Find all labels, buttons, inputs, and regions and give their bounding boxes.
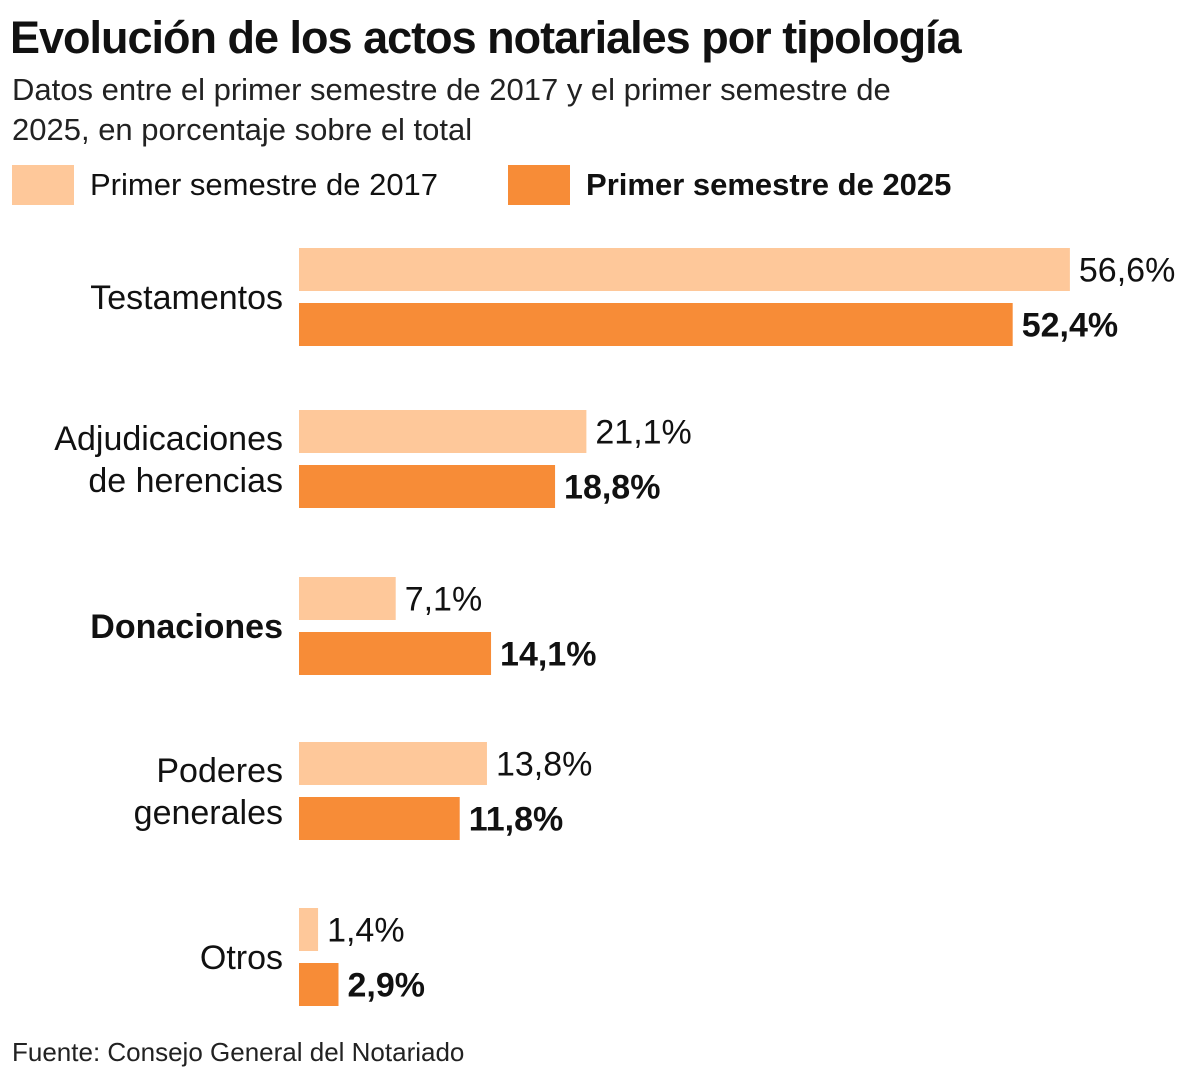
data-label: 52,4% (1022, 307, 1118, 345)
legend-swatch-2017 (12, 165, 74, 205)
legend-item-2025: Primer semestre de 2025 (508, 165, 951, 205)
data-label: 13,8% (496, 746, 592, 784)
category-label: Otros (200, 939, 283, 977)
data-label: 56,6% (1079, 252, 1175, 290)
chart-title: Evolución de los actos notariales por ti… (10, 12, 962, 63)
bar-2017 (299, 742, 487, 785)
bar-2017 (299, 908, 319, 951)
data-label: 1,4% (327, 912, 405, 950)
category-label: Testamentos (90, 279, 283, 317)
bar-2025 (299, 963, 339, 1006)
data-label: 7,1% (405, 581, 483, 619)
legend-label-2017: Primer semestre de 2017 (90, 167, 439, 202)
category-label: Donaciones (90, 608, 283, 646)
bar-2025 (299, 303, 1013, 346)
category-label: Poderes generales (134, 752, 283, 832)
bar-2025 (299, 797, 460, 840)
bar-2017 (299, 410, 587, 453)
bar-2017 (299, 248, 1070, 291)
chart-subtitle: Datos entre el primer semestre de 2017 y… (12, 72, 891, 147)
bar-2017 (299, 577, 396, 620)
data-label: 2,9% (347, 967, 425, 1005)
legend: Primer semestre de 2017 Primer semestre … (12, 165, 1021, 205)
bar-2025 (299, 632, 492, 675)
bar-2025 (299, 465, 556, 508)
legend-label-2025: Primer semestre de 2025 (586, 167, 952, 202)
source-note: Fuente: Consejo General del Notariado (12, 1037, 465, 1067)
data-label: 18,8% (564, 469, 660, 507)
data-label: 21,1% (595, 414, 691, 452)
data-label: 11,8% (469, 801, 564, 839)
legend-item-2017: Primer semestre de 2017 (12, 165, 438, 205)
data-label: 14,1% (500, 636, 596, 674)
category-label: Adjudicaciones de herencias (54, 420, 283, 500)
legend-swatch-2025 (508, 165, 571, 205)
